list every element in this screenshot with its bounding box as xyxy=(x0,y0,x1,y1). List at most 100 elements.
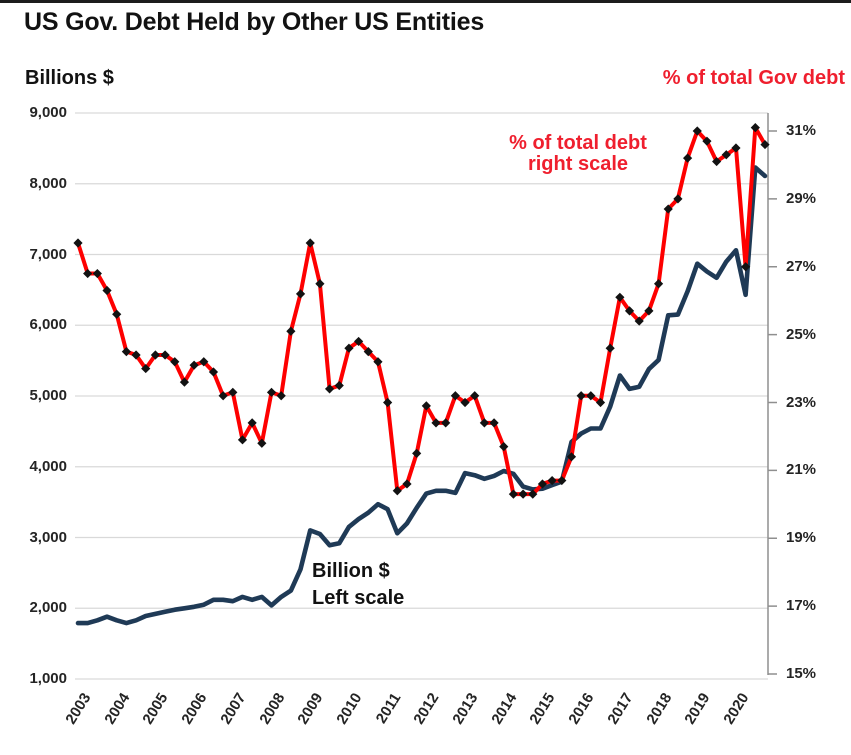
diamond-marker xyxy=(712,156,722,167)
diamond-marker xyxy=(141,363,151,374)
diamond-marker xyxy=(634,316,644,326)
diamond-marker xyxy=(373,357,383,367)
diamond-marker xyxy=(102,285,112,296)
diamond-marker xyxy=(363,346,373,357)
diamond-marker xyxy=(537,479,548,489)
diamond-marker xyxy=(121,346,131,357)
tick-label-right: 25% xyxy=(786,325,817,343)
tick-label-right: 31% xyxy=(786,122,817,139)
diamond-marker xyxy=(383,397,393,408)
diamond-marker xyxy=(663,204,673,214)
diamond-marker xyxy=(131,350,141,360)
diamond-marker xyxy=(557,475,567,486)
diamond-marker xyxy=(528,489,538,499)
diamond-marker xyxy=(170,357,180,367)
diamond-marker xyxy=(566,452,577,462)
tick-label-left: 7,000 xyxy=(29,245,67,263)
diamond-marker xyxy=(721,150,731,160)
diamond-marker xyxy=(421,401,431,411)
tick-label-right: 23% xyxy=(786,393,817,411)
diamond-marker xyxy=(460,397,470,408)
diamond-marker xyxy=(189,360,199,370)
tick-label-left: 8,000 xyxy=(29,174,67,192)
diamond-marker xyxy=(334,380,344,391)
diamond-marker xyxy=(731,143,741,153)
diamond-marker xyxy=(692,126,702,136)
diamond-marker xyxy=(586,391,596,401)
diamond-marker xyxy=(479,418,489,428)
diamond-marker xyxy=(286,326,296,336)
tick-label-left: 1,000 xyxy=(29,670,67,687)
diamond-marker xyxy=(344,343,354,353)
diamond-marker xyxy=(615,292,625,302)
diamond-marker xyxy=(673,194,683,204)
diamond-marker xyxy=(392,486,402,496)
tick-label-left: 3,000 xyxy=(29,528,67,546)
chart-title: US Gov. Debt Held by Other US Entities xyxy=(24,8,485,36)
diamond-marker xyxy=(112,309,122,319)
percent-series-markers xyxy=(73,123,770,499)
annotation-billion-line2: Left scale xyxy=(312,587,405,609)
diamond-marker xyxy=(750,123,760,133)
diamond-marker xyxy=(624,306,635,316)
diamond-marker xyxy=(547,475,557,486)
diamond-marker xyxy=(450,391,460,401)
diamond-marker xyxy=(324,384,335,394)
tick-label-right: 21% xyxy=(786,461,817,479)
diamond-marker xyxy=(354,336,364,347)
diamond-marker xyxy=(499,442,509,452)
diamond-marker xyxy=(199,357,209,367)
right-axis-line xyxy=(767,113,777,675)
diamond-marker xyxy=(644,306,654,316)
tick-label-left: 6,000 xyxy=(29,316,67,334)
diamond-marker xyxy=(237,435,248,445)
diamond-marker xyxy=(276,391,286,401)
top-border-rule xyxy=(0,0,851,3)
right-axis-title: % of total Gov debt xyxy=(662,67,845,89)
diamond-marker xyxy=(208,367,219,377)
diamond-marker xyxy=(682,153,693,163)
tick-label-right: 27% xyxy=(786,257,817,275)
diamond-marker xyxy=(760,139,770,150)
tick-label-right: 29% xyxy=(786,189,817,207)
tick-label-left: 4,000 xyxy=(29,457,67,475)
diamond-marker xyxy=(431,418,441,428)
diamond-marker xyxy=(247,418,257,428)
billion-series-line xyxy=(75,165,768,626)
tick-label-right: 15% xyxy=(786,665,817,682)
diamond-marker xyxy=(315,279,325,289)
diamond-marker xyxy=(228,387,238,397)
diamond-marker xyxy=(257,438,267,448)
diamond-marker xyxy=(741,262,751,272)
diamond-marker xyxy=(150,350,161,360)
tick-label-right: 17% xyxy=(786,597,817,615)
diamond-marker xyxy=(702,136,712,146)
percent-series-line xyxy=(76,125,767,497)
diamond-marker xyxy=(412,448,422,459)
diamond-marker xyxy=(402,479,412,489)
diamond-marker xyxy=(595,397,606,408)
diamond-marker xyxy=(218,391,228,401)
annotation-percent-series: % of total debt right scale xyxy=(478,133,678,175)
diamond-marker xyxy=(518,489,528,499)
tick-label-right: 19% xyxy=(786,529,817,547)
diamond-marker xyxy=(160,350,170,360)
diamond-marker xyxy=(489,418,499,428)
tick-label-left: 9,000 xyxy=(29,104,67,121)
diamond-marker xyxy=(179,377,190,387)
diamond-marker xyxy=(441,418,451,428)
annotation-billion-line1: Billion $ xyxy=(312,560,390,582)
diamond-marker xyxy=(470,391,480,401)
diamond-marker xyxy=(653,279,664,289)
diamond-marker xyxy=(266,387,277,397)
annotation-billion-series: Billion $ Left scale xyxy=(312,558,404,612)
diamond-marker xyxy=(83,268,93,279)
diamond-marker xyxy=(92,268,102,279)
annotation-percent-line2: right scale xyxy=(527,153,629,175)
tick-label-left: 2,000 xyxy=(29,599,67,617)
annotation-percent-line1: % of total debt xyxy=(509,132,647,154)
tick-label-left: 5,000 xyxy=(29,387,67,404)
diamond-marker xyxy=(605,343,615,353)
